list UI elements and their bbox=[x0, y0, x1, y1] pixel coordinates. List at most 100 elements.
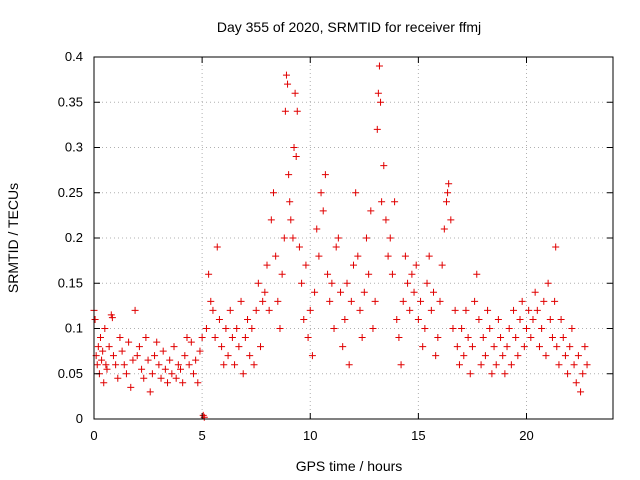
data-point bbox=[96, 334, 104, 342]
data-point bbox=[382, 216, 390, 224]
data-point bbox=[324, 270, 332, 278]
data-point bbox=[388, 270, 396, 278]
data-point bbox=[116, 334, 124, 342]
data-point bbox=[257, 343, 265, 351]
data-point bbox=[125, 338, 133, 346]
data-point bbox=[300, 315, 308, 323]
data-point bbox=[507, 361, 515, 369]
data-point bbox=[473, 270, 481, 278]
data-point bbox=[332, 243, 340, 251]
data-point bbox=[261, 288, 269, 296]
plot-frame bbox=[93, 56, 614, 420]
data-point bbox=[468, 343, 476, 351]
data-point bbox=[408, 270, 416, 278]
y-axis-label: SRMTID / TECUs bbox=[5, 183, 21, 293]
data-point bbox=[527, 334, 535, 342]
data-point bbox=[252, 306, 260, 314]
data-point bbox=[328, 279, 336, 287]
data-point bbox=[287, 216, 295, 224]
data-point bbox=[362, 234, 370, 242]
data-point bbox=[406, 306, 414, 314]
data-point bbox=[583, 361, 591, 369]
data-point bbox=[199, 411, 207, 419]
data-point bbox=[384, 252, 392, 260]
y-tick-label: 0.15 bbox=[58, 275, 83, 290]
data-point bbox=[274, 297, 282, 305]
data-point bbox=[98, 356, 106, 364]
data-point bbox=[516, 315, 524, 323]
data-point bbox=[477, 361, 485, 369]
data-point bbox=[436, 297, 444, 305]
data-point bbox=[151, 352, 159, 360]
data-point bbox=[153, 338, 161, 346]
data-point bbox=[518, 297, 526, 305]
data-point bbox=[280, 234, 288, 242]
data-point bbox=[434, 334, 442, 342]
data-point bbox=[378, 198, 386, 206]
data-point bbox=[286, 198, 294, 206]
data-point bbox=[352, 189, 360, 197]
data-point bbox=[267, 216, 275, 224]
data-point bbox=[337, 288, 345, 296]
data-points bbox=[90, 62, 591, 421]
data-point bbox=[129, 356, 137, 364]
data-point bbox=[226, 306, 234, 314]
data-point bbox=[523, 325, 530, 332]
data-point bbox=[93, 361, 101, 369]
data-point bbox=[100, 379, 108, 387]
data-point bbox=[486, 325, 494, 332]
x-tick-label: 10 bbox=[303, 428, 317, 443]
data-point bbox=[570, 361, 578, 369]
data-point bbox=[289, 234, 297, 242]
data-point bbox=[347, 297, 355, 305]
data-point bbox=[494, 315, 502, 323]
y-tick-label: 0.4 bbox=[65, 49, 83, 64]
data-point bbox=[440, 225, 448, 233]
data-point bbox=[319, 207, 327, 215]
data-point bbox=[367, 207, 375, 215]
data-point bbox=[246, 352, 254, 360]
data-point bbox=[135, 343, 143, 351]
x-tick-label: 20 bbox=[519, 428, 533, 443]
data-point bbox=[263, 261, 271, 269]
data-point bbox=[432, 352, 440, 360]
data-point bbox=[444, 189, 452, 197]
data-point bbox=[202, 325, 210, 332]
data-point bbox=[393, 315, 401, 323]
data-point bbox=[131, 306, 139, 314]
data-point bbox=[471, 297, 479, 305]
data-point bbox=[464, 334, 472, 342]
data-point bbox=[235, 343, 243, 351]
data-point bbox=[453, 343, 461, 351]
data-point bbox=[350, 261, 357, 269]
data-point bbox=[181, 352, 189, 360]
data-point bbox=[213, 243, 221, 251]
data-point bbox=[215, 315, 223, 323]
data-point bbox=[552, 243, 560, 251]
data-point bbox=[531, 288, 539, 296]
data-point bbox=[164, 379, 172, 387]
data-point bbox=[581, 343, 589, 351]
data-point bbox=[177, 365, 184, 373]
data-point bbox=[170, 343, 178, 351]
data-point bbox=[157, 374, 165, 382]
data-point bbox=[514, 352, 522, 360]
data-point bbox=[566, 343, 574, 351]
x-tick-labels: 0 5 10 15 20 bbox=[90, 428, 533, 443]
chart-title: Day 355 of 2020, SRMTID for receiver ffm… bbox=[217, 19, 481, 35]
data-point bbox=[462, 306, 470, 314]
data-point bbox=[479, 334, 487, 342]
data-point bbox=[228, 334, 236, 342]
data-point bbox=[105, 343, 113, 351]
data-point bbox=[207, 297, 215, 305]
data-point bbox=[503, 343, 511, 351]
data-point bbox=[341, 315, 349, 323]
data-point bbox=[306, 306, 314, 314]
data-point bbox=[466, 370, 474, 378]
data-point bbox=[568, 325, 576, 332]
grid bbox=[94, 57, 613, 419]
data-point bbox=[304, 334, 312, 342]
data-point bbox=[484, 306, 492, 314]
data-point bbox=[339, 343, 347, 351]
